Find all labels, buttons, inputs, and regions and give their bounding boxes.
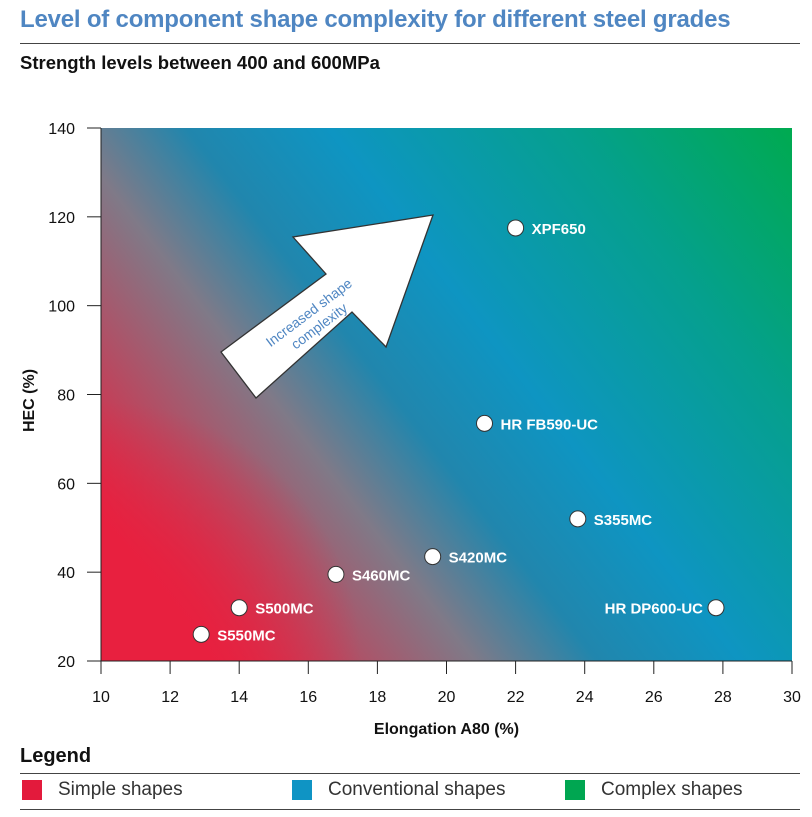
data-point-label: S550MC — [217, 627, 276, 644]
data-point-label: S355MC — [594, 512, 653, 529]
legend-swatch-complex — [565, 780, 585, 800]
legend-label-simple: Simple shapes — [58, 779, 183, 800]
y-tick-label: 80 — [57, 388, 75, 405]
data-point-marker — [569, 510, 587, 528]
data-point-s550mc: S550MC — [192, 625, 276, 644]
y-tick-label: 120 — [48, 210, 75, 227]
chart-subtitle: Strength levels between 400 and 600MPa — [20, 52, 380, 73]
x-tick-label: 12 — [161, 689, 179, 706]
chart-title: Level of component shape complexity for … — [20, 6, 731, 33]
data-point-label: S460MC — [352, 567, 411, 584]
x-tick-label: 30 — [783, 689, 801, 706]
x-tick-label: 26 — [645, 689, 663, 706]
y-axis-label: HEC (%) — [21, 369, 38, 432]
legend-divider-bottom — [20, 809, 800, 810]
legend-item-conventional: Conventional shapes — [292, 779, 505, 801]
arrow-shape — [220, 214, 434, 399]
legend-item-simple: Simple shapes — [22, 779, 183, 801]
data-point-marker — [230, 599, 248, 617]
data-point-label: S420MC — [449, 550, 508, 567]
data-point-marker — [327, 565, 345, 583]
x-tick-label: 18 — [369, 689, 387, 706]
scatter-chart: 20 40 60 80 100 120 140 10 12 14 16 18 20 22 24 26 28 30 E… — [21, 121, 801, 738]
data-point-xpf650: XPF650 — [507, 219, 586, 238]
legend-label-complex: Complex shapes — [601, 779, 743, 800]
y-tick-label: 40 — [57, 565, 75, 582]
x-tick-label: 28 — [714, 689, 732, 706]
data-point-label: XPF650 — [532, 221, 586, 238]
x-tick-label: 24 — [576, 689, 594, 706]
data-point-marker — [476, 414, 494, 432]
legend-title: Legend — [20, 745, 92, 767]
data-point-s355mc: S355MC — [569, 510, 653, 529]
legend-swatch-simple — [22, 780, 42, 800]
x-tick-label: 22 — [507, 689, 525, 706]
data-point-marker — [507, 219, 525, 237]
legend-label-conventional: Conventional shapes — [328, 779, 506, 800]
x-tick-label: 16 — [299, 689, 317, 706]
data-point-label: S500MC — [255, 601, 314, 618]
title-divider — [20, 43, 800, 44]
data-point-marker — [192, 625, 210, 643]
x-tick-label: 10 — [92, 689, 110, 706]
y-tick-label: 60 — [57, 476, 75, 493]
x-axis-label: Elongation A80 (%) — [374, 721, 519, 738]
data-point-s420mc: S420MC — [424, 548, 508, 567]
data-point-marker — [707, 599, 725, 617]
x-tick-label: 14 — [230, 689, 248, 706]
simple-zone-glow — [101, 128, 792, 661]
data-point-hr-fb590-uc: HR FB590-UC — [476, 414, 599, 433]
y-tick-label: 20 — [57, 654, 75, 671]
data-point-s500mc: S500MC — [230, 599, 314, 618]
legend-divider-top — [20, 773, 800, 774]
y-tick-label: 100 — [48, 299, 75, 316]
data-point-s460mc: S460MC — [327, 565, 411, 584]
data-point-marker — [424, 548, 442, 566]
data-point-hr-dp600-uc: HR DP600-UC — [605, 599, 725, 618]
y-tick-label: 140 — [48, 121, 75, 138]
data-point-label: HR FB590-UC — [501, 416, 599, 433]
x-tick-label: 20 — [438, 689, 456, 706]
legend-swatch-conventional — [292, 780, 312, 800]
legend-item-complex: Complex shapes — [565, 779, 743, 801]
data-point-label: HR DP600-UC — [605, 601, 704, 618]
